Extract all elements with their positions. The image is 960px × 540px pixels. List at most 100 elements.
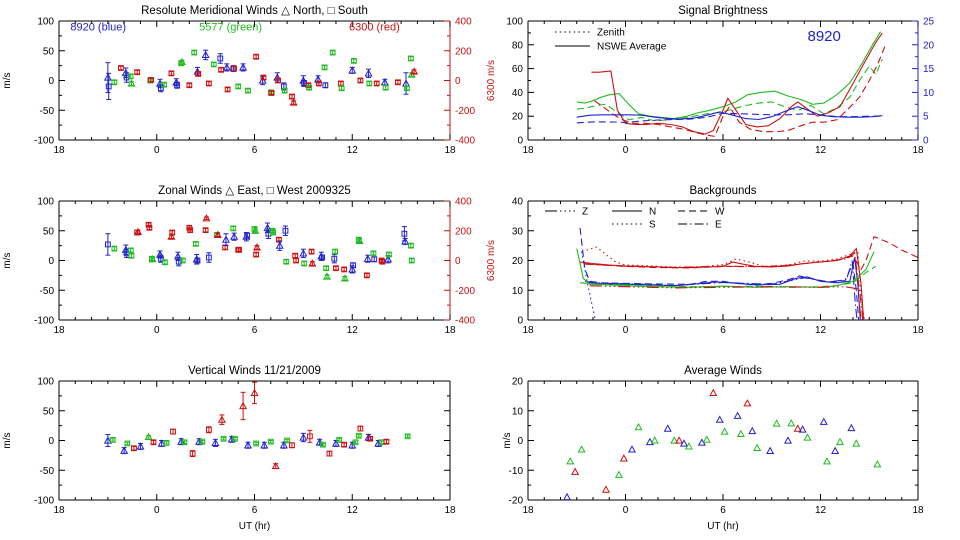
square-marker [104, 241, 111, 248]
square-marker [123, 74, 130, 81]
square-marker [244, 232, 251, 239]
triangle-marker [363, 254, 372, 262]
x-tick-label: 6 [252, 505, 258, 516]
square-marker [367, 435, 374, 442]
triangle-marker [271, 461, 280, 470]
square-marker [127, 73, 134, 80]
chart-meridional: 18 0 6 12 18-100-50050100-400-20002004006300… [2, 5, 497, 156]
y-tick-label: -20 [509, 496, 524, 507]
square-marker [315, 80, 322, 87]
series-5577-NSWE-Average [576, 31, 882, 120]
triangle-marker [577, 445, 586, 453]
x-tick-label: 18 [522, 145, 534, 156]
scatter-points [562, 388, 882, 501]
x-tick-label: 0 [154, 145, 160, 156]
triangle-marker [831, 446, 840, 455]
y-tick-label: -100 [34, 316, 54, 327]
triangle-marker [127, 79, 136, 87]
triangle-marker [873, 460, 882, 468]
triangle-marker [260, 441, 269, 449]
square-marker [373, 80, 380, 87]
series-red-E [584, 252, 864, 321]
triangle-marker [340, 274, 349, 282]
square-marker [323, 265, 330, 272]
square-marker [404, 433, 411, 440]
triangle-marker [634, 422, 643, 431]
triangle-marker [619, 454, 628, 462]
square-marker [281, 87, 288, 94]
legend-label: Z [582, 207, 588, 218]
triangle-marker [195, 437, 204, 445]
triangle-marker [847, 423, 856, 432]
y-tick-label: 100 [37, 197, 54, 208]
square-marker [357, 77, 364, 84]
triangle-marker [157, 439, 166, 447]
square-marker [192, 240, 199, 247]
square-marker [336, 437, 343, 443]
right-tick-label: 5 [923, 112, 929, 123]
square-marker [326, 450, 333, 457]
triangle-marker [772, 419, 781, 427]
square-marker [306, 84, 312, 91]
square-marker [270, 229, 277, 236]
chart-zonal: 18 0 6 12 18-100-50050100-400-20002004006300… [2, 185, 497, 336]
right-axis-title: 6300 m/s [486, 60, 497, 101]
square-marker [253, 440, 260, 447]
triangle-marker [384, 255, 393, 263]
triangle-marker [566, 457, 575, 465]
triangle-marker [222, 63, 231, 71]
square-marker [289, 93, 295, 100]
triangle-marker [144, 432, 153, 441]
triangle-marker [213, 230, 222, 239]
x-tick-label: 12 [347, 505, 359, 516]
right-tick-label: 400 [455, 197, 472, 208]
square-marker [253, 251, 260, 258]
square-marker [232, 435, 238, 442]
triangle-marker [684, 442, 693, 450]
square-marker [236, 246, 242, 253]
square-marker [268, 90, 275, 96]
triangle-marker [743, 399, 752, 407]
square-marker [319, 254, 326, 261]
x-tick-label: 18 [53, 325, 65, 336]
square-marker [148, 77, 154, 83]
triangle-marker [148, 255, 157, 263]
panel-backgrounds: 18 0 6 12 18 0 10 20 30 40 Backgrounds Z N W S E [500, 180, 960, 360]
triangle-marker [211, 438, 220, 446]
x-tick-label: 18 [444, 325, 456, 336]
y-tick-label: 20 [512, 112, 524, 123]
x-tick-label: 18 [522, 505, 534, 516]
series-8920-Zenith [576, 112, 883, 124]
square-marker [322, 82, 329, 89]
square-marker [260, 74, 267, 81]
triangle-marker [177, 57, 187, 66]
chart-title: Average Winds [684, 365, 762, 377]
series-blue-N [584, 257, 861, 321]
right-tick-label: 200 [455, 226, 472, 237]
right-tick-label: 200 [455, 46, 472, 57]
triangle-marker [852, 439, 861, 447]
square-marker [186, 82, 193, 89]
y-tick-label: 0 [517, 436, 523, 447]
x-tick-label: 6 [720, 505, 726, 516]
square-marker [224, 86, 231, 93]
y-tick-label: 50 [43, 406, 55, 417]
triangle-marker [364, 69, 373, 77]
square-marker [222, 244, 229, 251]
panel-average-winds: 18 0 6 12 18 -20 -10 0 10 20 Average Winds m/s UT (h… [500, 360, 960, 540]
square-marker [364, 272, 370, 279]
triangle-marker [571, 467, 580, 475]
square-marker [333, 265, 339, 272]
right-tick-label: 15 [923, 64, 935, 75]
annotation-8920: 8920 [808, 28, 841, 45]
y-tick-label: 10 [512, 286, 524, 297]
square-marker [355, 432, 362, 439]
triangle-marker [401, 237, 410, 245]
legend-label: Zenith [597, 28, 625, 39]
square-marker [275, 77, 282, 84]
y-tick-label: -50 [40, 466, 55, 477]
triangle-marker [562, 492, 572, 501]
